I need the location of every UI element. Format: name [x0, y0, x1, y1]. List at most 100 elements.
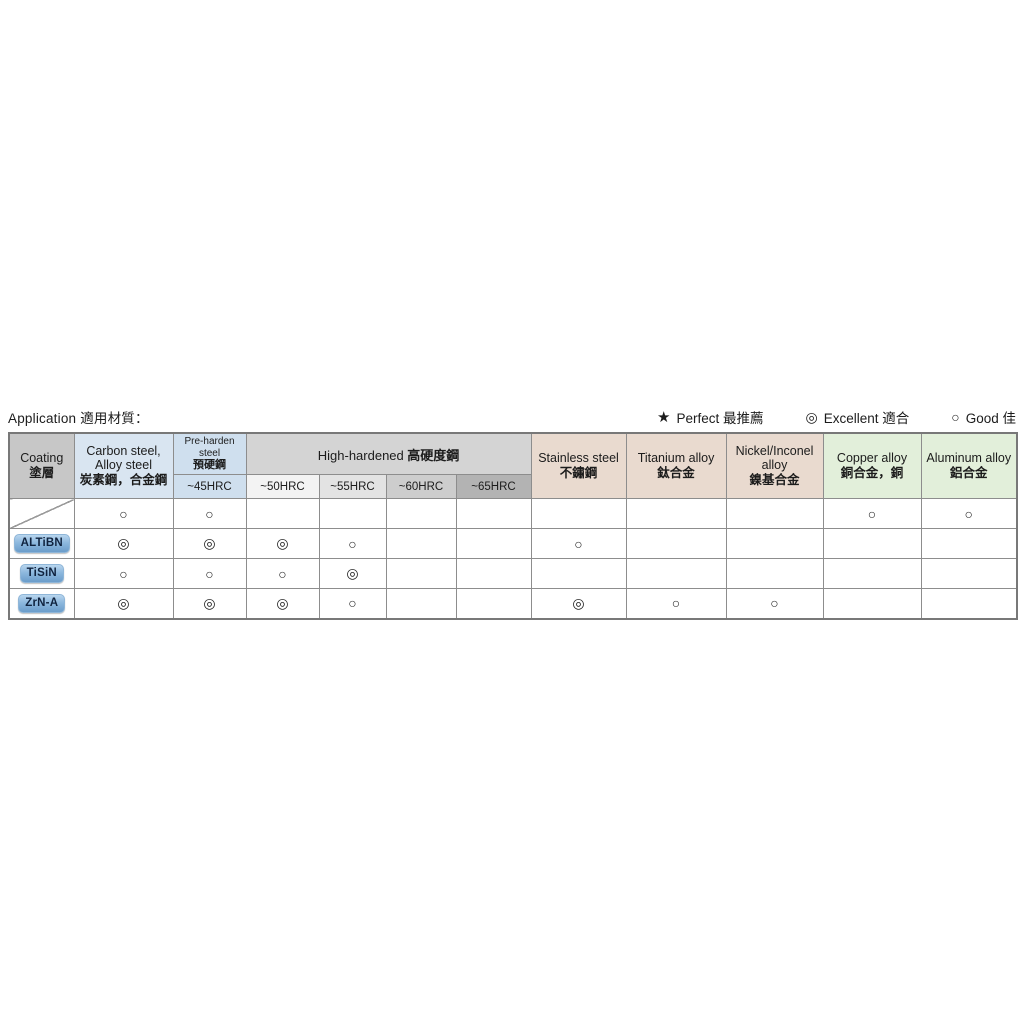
- rating-cell-preharden_45hrc: ◎: [172, 528, 247, 560]
- coating-badge: ZrN-A: [18, 593, 66, 613]
- rating-cell-preharden_45hrc: ◎: [172, 588, 247, 620]
- rating-cell-aluminum_alloy: [920, 558, 1018, 590]
- rating-cell-hh_60hrc: [385, 588, 457, 620]
- rating-cell-aluminum_alloy: [920, 528, 1018, 560]
- rating-cell-aluminum_alloy: [920, 588, 1018, 620]
- table-body: ○ ○ ○ ○ ALTiBN ◎ ◎ ◎ ○ ○ TiSiN ○ ○ ○ ◎ ZrN-A ◎ ◎ ◎ ○ ◎ ○ ○: [8, 498, 1018, 620]
- rating-cell-stainless_steel: [530, 558, 627, 590]
- preharden-label-en: Pre-harden steel: [184, 436, 235, 459]
- rating-cell-titanium_alloy: [625, 528, 727, 560]
- column-header-nickel-inconel-alloy: Nickel/Inconel alloy 鎳基合金: [725, 432, 824, 500]
- rating-cell-preharden_45hrc: ○: [172, 498, 247, 530]
- rating-cell-hh_65hrc: [455, 498, 532, 530]
- rating-cell-carbon_alloy_steel: ◎: [73, 588, 174, 620]
- rating-cell-hh_60hrc: [385, 528, 457, 560]
- legend-item-excellent: ◎ Excellent 適合: [806, 407, 910, 427]
- application-title: Application 適用材質：: [8, 411, 149, 426]
- rating-cell-carbon_alloy_steel: ○: [73, 558, 174, 590]
- rating-cell-copper_alloy: [822, 528, 922, 560]
- coating-cell-tisin: TiSiN: [8, 558, 75, 590]
- aluminum-label-en: Aluminum alloy: [926, 450, 1012, 465]
- rating-cell-carbon_alloy_steel: ◎: [73, 528, 174, 560]
- high-hardened-label-zh: 高硬度鋼: [407, 447, 460, 463]
- carbon-label-zh: 炭素鋼，合金鋼: [79, 473, 168, 488]
- legend-label-excellent: Excellent 適合: [823, 411, 910, 426]
- header-row-hrc: ~45HRC ~50HRC ~55HRC ~60HRC ~65HRC: [9, 474, 1017, 500]
- column-header-preharden-steel: Pre-harden steel 預硬鋼: [172, 432, 247, 476]
- rating-cell-hh_60hrc: [385, 558, 457, 590]
- rating-cell-hh_55hrc: ◎: [318, 558, 387, 590]
- legend-item-perfect: ★ Perfect 最推薦: [657, 407, 763, 427]
- rating-cell-nickel_inconel_alloy: [725, 498, 824, 530]
- titanium-label-zh: 鈦合金: [657, 465, 695, 480]
- legend-item-good: ○ Good 佳: [951, 407, 1016, 427]
- preharden-label-zh: 預硬鋼: [193, 459, 226, 471]
- rating-cell-hh_55hrc: ○: [318, 528, 387, 560]
- rating-cell-preharden_45hrc: ○: [172, 558, 247, 590]
- rating-cell-titanium_alloy: ○: [625, 588, 727, 620]
- star-icon: ★: [657, 409, 671, 426]
- rating-cell-stainless_steel: ◎: [530, 588, 627, 620]
- column-header-65hrc: ~65HRC: [455, 474, 532, 500]
- coating-cell-zrn-a: ZrN-A: [8, 588, 75, 620]
- copper-label-zh: 銅合金，銅: [840, 465, 904, 480]
- rating-cell-stainless_steel: ○: [530, 528, 627, 560]
- rating-cell-nickel_inconel_alloy: [725, 558, 824, 590]
- column-header-coating: Coating 塗層: [8, 432, 75, 500]
- rating-cell-hh_50hrc: ○: [245, 558, 320, 590]
- rating-cell-hh_55hrc: [318, 498, 387, 530]
- rating-cell-copper_alloy: ○: [822, 498, 922, 530]
- titanium-label-en: Titanium alloy: [637, 450, 715, 465]
- column-header-copper-alloy: Copper alloy 銅合金，銅: [822, 432, 922, 500]
- coating-label-en: Coating: [20, 450, 64, 465]
- table-row: ZrN-A ◎ ◎ ◎ ○ ◎ ○ ○: [8, 588, 1018, 620]
- rating-cell-titanium_alloy: [625, 498, 727, 530]
- nickel-label-line2: alloy: [761, 458, 788, 473]
- legend-label-good: Good 佳: [965, 411, 1016, 426]
- table-row: TiSiN ○ ○ ○ ◎: [8, 558, 1018, 590]
- aluminum-label-zh: 鋁合金: [950, 465, 988, 480]
- rating-cell-carbon_alloy_steel: ○: [73, 498, 174, 530]
- table-caption-row: Application 適用材質： ★ Perfect 最推薦 ◎ Excell…: [8, 406, 1016, 428]
- column-header-stainless-steel: Stainless steel 不鏽鋼: [530, 432, 627, 500]
- table-row: ALTiBN ◎ ◎ ◎ ○ ○: [8, 528, 1018, 560]
- rating-cell-nickel_inconel_alloy: ○: [725, 588, 824, 620]
- rating-cell-hh_60hrc: [385, 498, 457, 530]
- column-header-45hrc: ~45HRC: [172, 474, 247, 500]
- circle-icon: ○: [951, 409, 960, 425]
- stainless-label-en: Stainless steel: [538, 450, 619, 465]
- rating-cell-hh_55hrc: ○: [318, 588, 387, 620]
- nickel-label-zh: 鎳基合金: [749, 473, 800, 488]
- coating-label-zh: 塗層: [29, 465, 55, 480]
- rating-cell-aluminum_alloy: ○: [920, 498, 1018, 530]
- rating-cell-stainless_steel: [530, 498, 627, 530]
- rating-cell-hh_65hrc: [455, 528, 532, 560]
- rating-cell-hh_50hrc: [245, 498, 320, 530]
- header-row-top: Coating 塗層 Carbon steel, Alloy steel 炭素鋼…: [8, 432, 1018, 500]
- coating-badge: ALTiBN: [13, 534, 70, 554]
- column-header-60hrc: ~60HRC: [385, 474, 457, 500]
- stainless-label-zh: 不鏽鋼: [559, 465, 598, 480]
- rating-legend: ★ Perfect 最推薦 ◎ Excellent 適合 ○ Good 佳: [657, 407, 1016, 427]
- rating-cell-copper_alloy: [822, 558, 922, 590]
- copper-label-en: Copper alloy: [836, 450, 908, 465]
- column-header-high-hardened: High-hardened 高硬度鋼: [245, 432, 532, 476]
- column-header-50hrc: ~50HRC: [245, 474, 320, 500]
- coating-cell-blank: [8, 498, 75, 530]
- coating-cell-altibn: ALTiBN: [8, 528, 75, 560]
- rating-cell-nickel_inconel_alloy: [725, 528, 824, 560]
- double-circle-icon: ◎: [805, 408, 818, 425]
- column-header-55hrc: ~55HRC: [318, 474, 387, 500]
- rating-cell-hh_50hrc: ◎: [245, 528, 320, 560]
- column-header-titanium-alloy: Titanium alloy 鈦合金: [625, 432, 727, 500]
- nickel-label-line1: Nickel/Inconel: [735, 443, 814, 458]
- rating-cell-hh_65hrc: [455, 588, 532, 620]
- rating-cell-hh_50hrc: ◎: [245, 588, 320, 620]
- application-material-table: Coating 塗層 Carbon steel, Alloy steel 炭素鋼…: [8, 432, 1019, 620]
- carbon-label-line1: Carbon steel,: [86, 443, 161, 458]
- rating-cell-copper_alloy: [822, 588, 922, 620]
- column-header-carbon-steel: Carbon steel, Alloy steel 炭素鋼，合金鋼: [73, 432, 174, 500]
- high-hardened-label-en: High-hardened: [317, 447, 404, 463]
- column-header-aluminum-alloy: Aluminum alloy 鋁合金: [920, 432, 1018, 500]
- rating-cell-hh_65hrc: [455, 558, 532, 590]
